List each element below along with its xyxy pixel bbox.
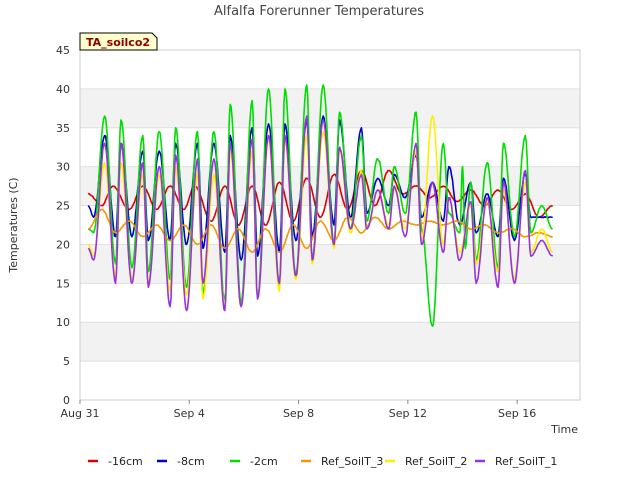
grid-band xyxy=(80,283,580,323)
legend-label: -16cm xyxy=(108,455,143,468)
plot-frame xyxy=(79,49,581,401)
y-tick-label: 25 xyxy=(56,200,70,213)
grid-band xyxy=(80,244,580,284)
grid-band xyxy=(80,127,580,167)
y-axis-label: Temperatures (C) xyxy=(7,177,20,273)
legend-label: -2cm xyxy=(250,455,278,468)
grid-band xyxy=(80,322,580,362)
x-tick-label: Aug 31 xyxy=(61,407,100,420)
site-badge-box xyxy=(79,32,158,51)
y-tick-label: 0 xyxy=(63,394,70,407)
y-tick-label: 35 xyxy=(56,122,70,135)
x-tick-label: Sep 4 xyxy=(174,407,205,420)
x-tick-label: Sep 16 xyxy=(498,407,536,420)
y-tick-label: 20 xyxy=(56,238,70,251)
y-tick-label: 10 xyxy=(56,316,70,329)
x-tick-label: Sep 8 xyxy=(283,407,314,420)
chart-title: Alfalfa Forerunner Temperatures xyxy=(214,4,424,19)
x-axis-label: Time xyxy=(550,423,578,436)
site-badge-label: TA_soilco2 xyxy=(86,36,150,49)
y-tick-label: 5 xyxy=(63,355,70,368)
legend: -16cm -8cm -2cm Ref_SoilT_3 Ref_SoilT_2 Ref_S… xyxy=(88,455,557,468)
site-badge: TA_soilco2 xyxy=(79,32,158,51)
x-tick-label: Sep 12 xyxy=(389,407,427,420)
legend-label: -8cm xyxy=(177,455,205,468)
series-lines xyxy=(87,84,554,327)
legend-label: Ref_SoilT_3 xyxy=(321,455,383,468)
y-tick-label: 45 xyxy=(56,44,70,57)
y-axis: 0 5 10 15 20 25 30 35 40 45 xyxy=(56,44,70,407)
y-tick-label: 30 xyxy=(56,161,70,174)
grid-band xyxy=(80,50,580,89)
series-line-ref-soilt-1 xyxy=(87,115,554,312)
grid-band xyxy=(80,88,580,128)
series-line-16cm xyxy=(87,169,554,226)
grid-band xyxy=(80,361,580,400)
legend-label: Ref_SoilT_1 xyxy=(495,455,557,468)
legend-label: Ref_SoilT_2 xyxy=(405,455,467,468)
y-tick-label: 15 xyxy=(56,277,70,290)
x-axis: Aug 31 Sep 4 Sep 8 Sep 12 Sep 16 xyxy=(61,400,536,420)
y-tick-label: 40 xyxy=(56,83,70,96)
